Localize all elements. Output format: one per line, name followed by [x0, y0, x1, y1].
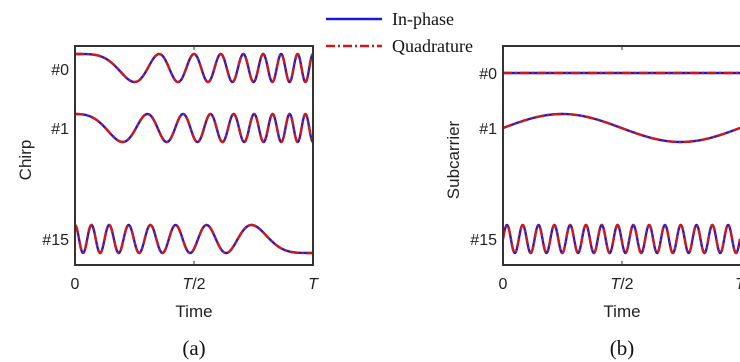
panel-a-ytick-1: #1: [51, 121, 69, 138]
panel-a-trace-quadrature-row-15: [75, 223, 313, 255]
panel-b-frame: [502, 45, 740, 266]
panel-b-curves: [503, 71, 740, 255]
panel-a-xlabel: Time: [175, 302, 212, 321]
panel-a-ytick-15: #15: [42, 232, 69, 249]
panel-b-trace-quadrature-row-15: [503, 223, 740, 255]
caption-a: (a): [182, 336, 205, 360]
panel-a-xtick-label-0: 0: [71, 276, 80, 293]
panel-a-xtick-label-half: T/2: [182, 276, 205, 293]
legend-label-quadrature: Quadrature: [392, 36, 473, 56]
panel-a-ytick-0: #0: [51, 62, 69, 79]
panel-b-trace-quadrature-row-1: [503, 112, 740, 144]
panel-a-frame: [74, 45, 314, 266]
panel-a-trace-quadrature-row-0: [75, 52, 313, 84]
panel-b-xtick-label-t: T: [735, 276, 740, 293]
panel-a-xtick-label-t: T: [308, 276, 319, 293]
panel-a-ylabel: Chirp: [16, 140, 35, 181]
panel-b-ytick-15: #15: [470, 232, 497, 249]
panel-a-trace-in-phase-row-0: [75, 52, 313, 84]
legend: In-phase Quadrature: [326, 9, 473, 56]
panel-a: #0 #1 #15 0 T/2 T Time Chirp (a): [16, 45, 319, 360]
legend-label-in-phase: In-phase: [392, 9, 454, 29]
panel-b: #0 #1 #15 0 T/2 T Time Subcarrier (b): [444, 45, 740, 360]
panel-b-xtick-label-half: T/2: [610, 276, 633, 293]
panel-a-curves: [75, 52, 313, 255]
caption-b: (b): [610, 336, 635, 360]
panel-b-xlabel: Time: [603, 302, 640, 321]
panel-b-ytick-0: #0: [479, 66, 497, 83]
panel-b-ytick-1: #1: [479, 121, 497, 138]
panel-b-xtick-label-0: 0: [499, 276, 508, 293]
panel-b-ylabel: Subcarrier: [444, 120, 463, 199]
panel-a-trace-quadrature-row-1: [75, 112, 313, 144]
